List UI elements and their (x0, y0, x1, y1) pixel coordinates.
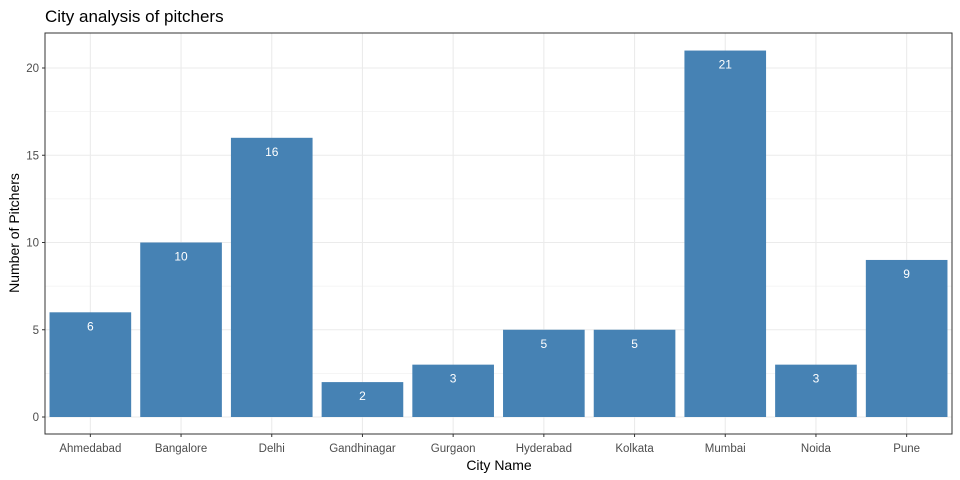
bar (503, 329, 585, 417)
y-tick-label: 15 (26, 150, 39, 162)
x-tick-label: Pune (893, 443, 920, 455)
y-tick-label: 20 (26, 63, 39, 75)
y-axis-title: Number of Pitchers (6, 173, 22, 293)
x-tick-label: Gurgaon (431, 443, 476, 455)
bar (230, 137, 313, 418)
bar (775, 364, 857, 417)
x-tick-label: Delhi (259, 443, 285, 455)
y-tick-label: 10 (26, 238, 39, 250)
data-label: 5 (541, 337, 548, 351)
bar (684, 50, 767, 418)
y-tick-label: 0 (33, 412, 39, 424)
panel-border (44, 32, 953, 435)
x-tick-label: Ahmedabad (59, 443, 121, 455)
chart-title: City analysis of pitchers (45, 7, 224, 26)
data-label: 5 (631, 337, 638, 351)
y-tick-label: 5 (33, 325, 39, 337)
x-tick-label: Gandhinagar (329, 443, 396, 455)
data-label: 6 (87, 319, 94, 333)
bar (412, 364, 494, 417)
x-tick-label: Noida (801, 443, 832, 455)
data-label: 3 (813, 372, 820, 386)
x-axis-title: City Name (466, 457, 532, 473)
bars (49, 50, 948, 418)
bar (593, 329, 676, 417)
bar (321, 382, 404, 417)
bar (865, 259, 948, 417)
x-tick-label: Bangalore (155, 443, 207, 455)
data-label: 21 (719, 58, 733, 72)
data-labels: 6 10 16 2 3 5 5 21 3 9 (87, 58, 910, 404)
x-tick-label: Kolkata (615, 443, 654, 455)
x-tick-label: Mumbai (705, 443, 746, 455)
data-label: 9 (903, 267, 910, 281)
data-label: 2 (359, 389, 366, 403)
x-axis-ticks: Ahmedabad Bangalore Delhi Gandhinagar Gurgao… (59, 434, 920, 455)
data-label: 16 (265, 145, 279, 159)
y-axis-ticks: 0 5 10 15 20 (26, 63, 45, 424)
data-label: 10 (174, 250, 188, 264)
x-tick-label: Hyderabad (516, 443, 572, 455)
data-label: 3 (450, 372, 457, 386)
bar (49, 312, 132, 417)
bar (140, 242, 222, 417)
